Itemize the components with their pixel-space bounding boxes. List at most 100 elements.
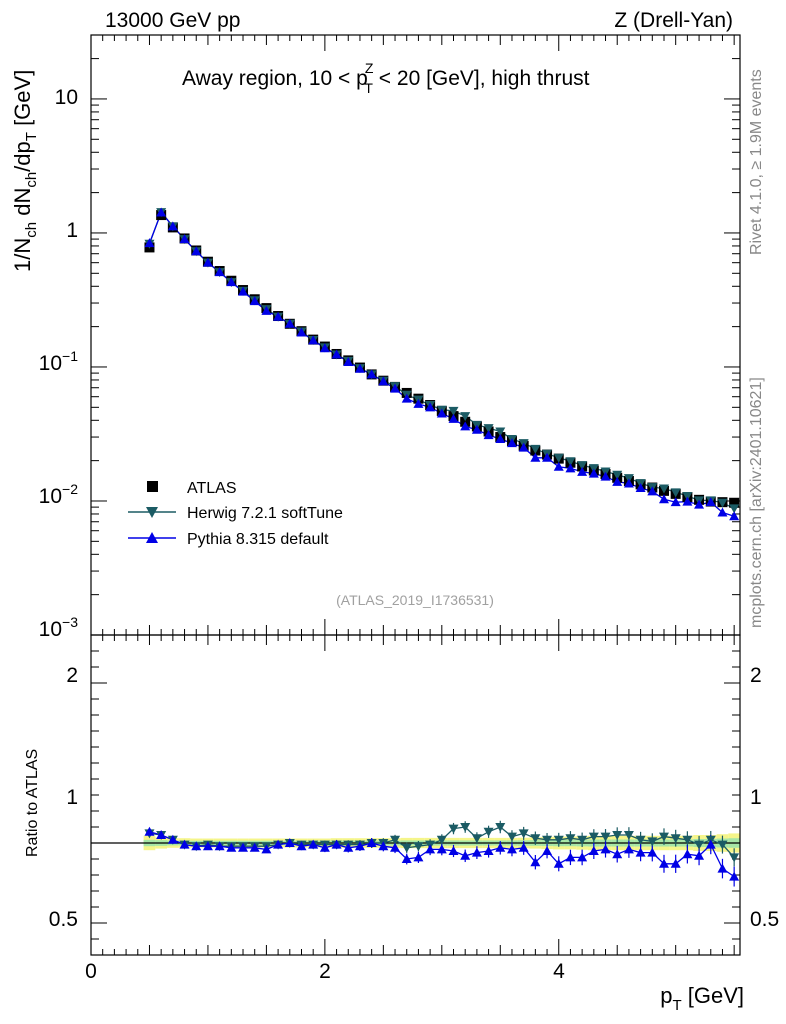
herwig-ratio-point [647,837,658,847]
pythia-point [144,238,155,248]
herwig-ratio-point [436,835,447,845]
pythia-ratio-point [179,839,190,849]
pythia-point [705,497,716,507]
pythia-point [612,476,623,486]
herwig-line [148,210,735,509]
atlas-point [729,497,740,508]
pythia-ratio-point [156,830,167,839]
x-tick-label-0: 0 [85,960,97,983]
legend-atlas-label: ATLAS [187,480,237,497]
pythia-ratio-point [577,852,588,862]
pythia-point [156,207,167,217]
pythia-ratio-point [530,857,541,867]
ratio-y-tick-right-1: 1 [750,786,762,809]
herwig-point [530,444,541,454]
pythia-point [635,482,646,492]
ratio-y-tick-right-0.5: 0.5 [750,908,779,931]
pythia-point [167,221,178,231]
main-data-points [144,207,740,521]
herwig-ratio-point [413,842,424,852]
pythia-ratio-point [460,850,471,860]
ratio-y-axis-title: Ratio to ATLAS [24,749,41,857]
herwig-ratio-point [682,835,693,845]
main-panel: 10 1 10−1 10−2 10−3 1/Nch dNch/dpT [GeV]… [10,34,741,641]
pythia-point [495,434,506,444]
ratio-y-tick-left-2: 2 [66,664,78,687]
pythia-point [600,471,611,481]
pythia-ratio-point [518,842,529,852]
ratio-y-tick-left-0.5: 0.5 [49,908,78,931]
herwig-point [670,488,681,498]
pythia-point [518,442,529,452]
pythia-ratio-point [331,839,342,849]
y-tick-label-1: 1 [66,219,78,242]
pythia-ratio-point [366,838,377,847]
ratio-y-ticks [90,634,740,955]
pythia-ratio-point [191,841,202,851]
pythia-point [682,496,693,506]
herwig-point [565,457,576,467]
herwig-ratio-point [588,832,599,842]
pythia-ratio-point [471,847,482,857]
herwig-ratio-point [448,824,459,834]
pythia-ratio-point [167,834,178,844]
pythia-ratio-point [343,842,354,852]
header-process: Z (Drell-Yan) [614,9,733,32]
herwig-point [483,424,494,434]
herwig-ratio-point [390,835,401,845]
pythia-ratio-point [144,826,155,836]
pythia-point [623,478,634,488]
herwig-ratio-point [483,827,494,837]
herwig-point [577,461,588,471]
pythia-ratio-point [600,844,611,854]
pythia-ratio-point [588,846,599,855]
pythia-point [390,383,401,393]
pythia-ratio-point [425,844,436,854]
pythia-point [226,277,237,287]
pythia-ratio-point [413,852,424,862]
pythia-point [530,452,541,462]
mcplots-reference-label: mcplots.cern.ch [arXiv:2401.10621] [748,377,765,628]
pythia-point [249,296,260,306]
pythia-ratio-point [401,854,412,863]
pythia-ratio-point [202,841,213,851]
pythia-ratio-point [214,841,225,851]
pythia-ratio-point [670,858,681,868]
pythia-point [717,507,728,517]
pythia-point [729,511,740,521]
y-tick-label-1e-2: 10−2 [39,481,79,508]
x-tick-label-2: 2 [319,960,331,983]
herwig-ratio-point [729,853,740,863]
pythia-point [354,363,365,373]
herwig-ratio-point [577,835,588,845]
rivet-version-label: Rivet 4.1.0, ≥ 1.9M events [748,69,765,255]
pythia-ratio-point [483,846,494,855]
y-tick-label-10: 10 [55,86,78,109]
herwig-ratio-point [553,835,564,845]
pythia-point [179,234,190,244]
herwig-ratio-point [460,823,471,832]
pythia-point [296,327,307,337]
ratio-data-points [144,820,740,887]
pythia-point [425,402,436,412]
herwig-ratio-point [506,832,517,842]
legend-pythia-marker [146,532,158,543]
pythia-ratio-point [296,841,307,851]
pythia-point [694,499,705,509]
pythia-point [542,452,553,462]
pythia-point [378,376,389,386]
pythia-point [647,486,658,496]
pythia-ratio-point [354,841,365,851]
pythia-ratio-point [273,839,284,849]
pythia-ratio-point [261,844,272,854]
pythia-point [191,246,202,256]
herwig-ratio-point [495,823,506,832]
herwig-ratio-point [530,834,541,844]
herwig-ratio-point [518,829,529,839]
herwig-point [553,453,564,463]
pythia-ratio-point [729,871,740,881]
pythia-ratio-point [647,847,658,857]
y-tick-label-1e-3: 10−3 [39,614,79,641]
herwig-point [658,484,669,494]
herwig-point [717,498,728,508]
